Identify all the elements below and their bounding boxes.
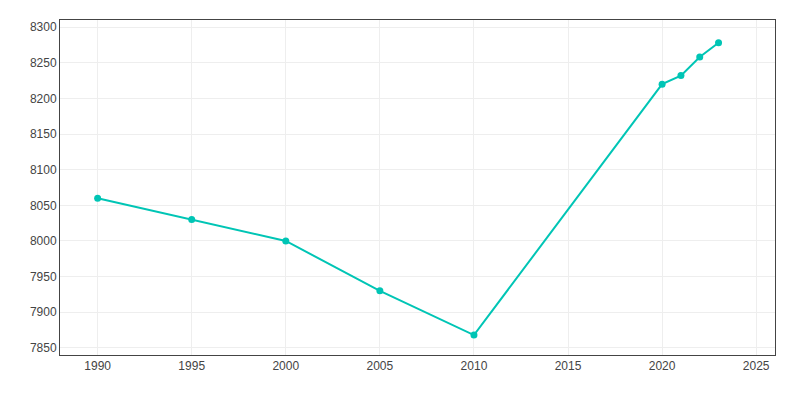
svg-text:7850: 7850 [30,341,57,355]
svg-text:2000: 2000 [272,359,299,373]
svg-text:8050: 8050 [30,199,57,213]
svg-text:1990: 1990 [84,359,111,373]
svg-text:8100: 8100 [30,163,57,177]
svg-text:2010: 2010 [461,359,488,373]
svg-text:2005: 2005 [367,359,394,373]
svg-text:8300: 8300 [30,20,57,34]
svg-text:8250: 8250 [30,56,57,70]
svg-text:2015: 2015 [555,359,582,373]
svg-text:8200: 8200 [30,92,57,106]
svg-text:8150: 8150 [30,127,57,141]
svg-text:7950: 7950 [30,270,57,284]
svg-text:1995: 1995 [178,359,205,373]
svg-text:2025: 2025 [743,359,770,373]
svg-text:8000: 8000 [30,234,57,248]
svg-text:2020: 2020 [649,359,676,373]
svg-text:7900: 7900 [30,305,57,319]
